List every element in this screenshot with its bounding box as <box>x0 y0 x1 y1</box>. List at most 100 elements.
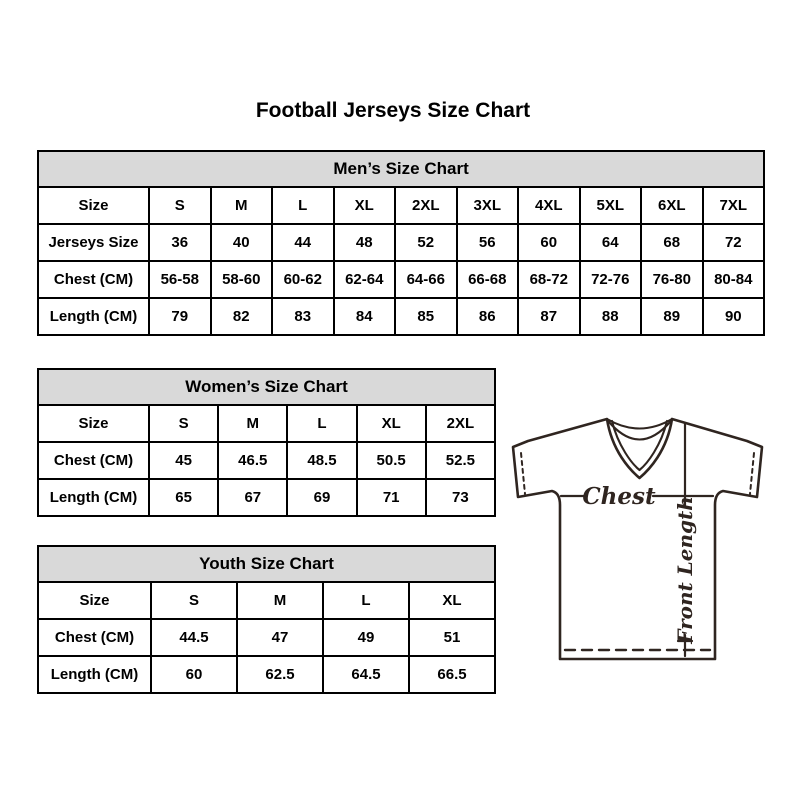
row-header-cell: Size <box>37 581 152 620</box>
mens-size-table: Men’s Size Chart Size S M L XL 2XL 3XL 4XL 5XL 6X… <box>36 150 766 336</box>
data-cell: S <box>148 186 212 225</box>
data-cell: S <box>150 581 238 620</box>
data-cell: 44 <box>271 223 335 262</box>
data-cell: 56-58 <box>148 260 212 299</box>
row-header-cell: Chest (CM) <box>37 260 150 299</box>
data-cell: 46.5 <box>217 441 289 480</box>
data-cell: 82 <box>209 297 273 336</box>
data-cell: 83 <box>271 297 335 336</box>
data-cell: 4XL <box>517 186 581 225</box>
data-cell: 84 <box>332 297 396 336</box>
collar-back-arc <box>605 417 674 430</box>
data-cell: 3XL <box>455 186 519 225</box>
data-cell: XL <box>355 404 427 443</box>
table-row: Size S M L XL 2XL <box>37 404 496 443</box>
data-cell: XL <box>407 581 497 620</box>
data-cell: 66.5 <box>407 655 497 694</box>
row-header-cell: Size <box>37 404 150 443</box>
data-cell: 87 <box>517 297 581 336</box>
data-cell: 62.5 <box>236 655 324 694</box>
data-cell: 2XL <box>394 186 458 225</box>
data-cell: 64.5 <box>322 655 410 694</box>
table-row: Size S M L XL <box>37 581 497 620</box>
table-row: Length (CM) 60 62.5 64.5 66.5 <box>37 655 497 694</box>
mens-table-title: Men’s Size Chart <box>36 150 766 188</box>
data-cell: 72-76 <box>578 260 642 299</box>
data-cell: 68-72 <box>517 260 581 299</box>
data-cell: L <box>286 404 358 443</box>
data-cell: 49 <box>322 618 410 657</box>
collar-inner-v <box>610 419 669 472</box>
data-cell: M <box>217 404 289 443</box>
data-cell: M <box>236 581 324 620</box>
data-cell: 62-64 <box>332 260 396 299</box>
data-cell: 40 <box>209 223 273 262</box>
data-cell: 5XL <box>578 186 642 225</box>
data-cell: 48 <box>332 223 396 262</box>
data-cell: 2XL <box>424 404 496 443</box>
cuff-stitch-right-icon <box>749 452 755 495</box>
data-cell: 58-60 <box>209 260 273 299</box>
womens-table-title: Women’s Size Chart <box>37 368 496 406</box>
table-row: Chest (CM) 45 46.5 48.5 50.5 52.5 <box>37 441 496 480</box>
front-length-label: Front Length <box>673 496 697 645</box>
data-cell: 60 <box>150 655 238 694</box>
data-cell: 60-62 <box>271 260 335 299</box>
table-row: Length (CM) 65 67 69 71 73 <box>37 478 496 517</box>
data-cell: 67 <box>217 478 289 517</box>
row-header-cell: Length (CM) <box>37 297 150 336</box>
data-cell: L <box>271 186 335 225</box>
jersey-outline <box>511 417 764 661</box>
row-header-cell: Length (CM) <box>37 655 152 694</box>
data-cell: 80-84 <box>701 260 766 299</box>
data-cell: 66-68 <box>455 260 519 299</box>
row-header-cell: Chest (CM) <box>37 441 150 480</box>
data-cell: 88 <box>578 297 642 336</box>
youth-size-table: Youth Size Chart Size S M L XL Chest (CM) 44.5… <box>36 545 497 694</box>
data-cell: 36 <box>148 223 212 262</box>
data-cell: 86 <box>455 297 519 336</box>
data-cell: 68 <box>640 223 704 262</box>
table-row: Chest (CM) 44.5 47 49 51 <box>37 618 497 657</box>
data-cell: 47 <box>236 618 324 657</box>
data-cell: 64-66 <box>394 260 458 299</box>
data-cell: M <box>209 186 273 225</box>
data-cell: 73 <box>424 478 496 517</box>
data-cell: 52 <box>394 223 458 262</box>
jersey-diagram: Chest Front Length <box>511 417 764 661</box>
table-title-row: Women’s Size Chart <box>37 368 496 406</box>
data-cell: 44.5 <box>150 618 238 657</box>
data-cell: 72 <box>701 223 766 262</box>
data-cell: 51 <box>407 618 497 657</box>
table-row: Chest (CM) 56-58 58-60 60-62 62-64 64-66 66-68… <box>37 260 766 299</box>
row-header-cell: Length (CM) <box>37 478 150 517</box>
data-cell: S <box>147 404 220 443</box>
womens-size-table: Women’s Size Chart Size S M L XL 2XL Chest (CM… <box>37 368 496 517</box>
data-cell: 85 <box>394 297 458 336</box>
data-cell: 76-80 <box>640 260 704 299</box>
row-header-cell: Jerseys Size <box>37 223 150 262</box>
data-cell: 7XL <box>701 186 766 225</box>
data-cell: 65 <box>147 478 220 517</box>
data-cell: 89 <box>640 297 704 336</box>
table-row: Size S M L XL 2XL 3XL 4XL 5XL 6XL 7XL <box>37 186 766 225</box>
data-cell: XL <box>332 186 396 225</box>
table-row: Jerseys Size 36 40 44 48 52 56 60 64 68 72 <box>37 223 766 262</box>
page-title: Football Jerseys Size Chart <box>255 99 531 122</box>
data-cell: 45 <box>147 441 220 480</box>
data-cell: 69 <box>286 478 358 517</box>
row-header-cell: Chest (CM) <box>37 618 152 657</box>
row-header-cell: Size <box>37 186 150 225</box>
chest-label: Chest <box>582 483 656 510</box>
data-cell: 50.5 <box>355 441 427 480</box>
data-cell: L <box>322 581 410 620</box>
table-title-row: Men’s Size Chart <box>36 150 766 188</box>
data-cell: 79 <box>148 297 212 336</box>
youth-table-title: Youth Size Chart <box>36 545 497 583</box>
data-cell: 6XL <box>640 186 704 225</box>
data-cell: 52.5 <box>424 441 496 480</box>
data-cell: 56 <box>455 223 519 262</box>
data-cell: 64 <box>578 223 642 262</box>
data-cell: 60 <box>517 223 581 262</box>
